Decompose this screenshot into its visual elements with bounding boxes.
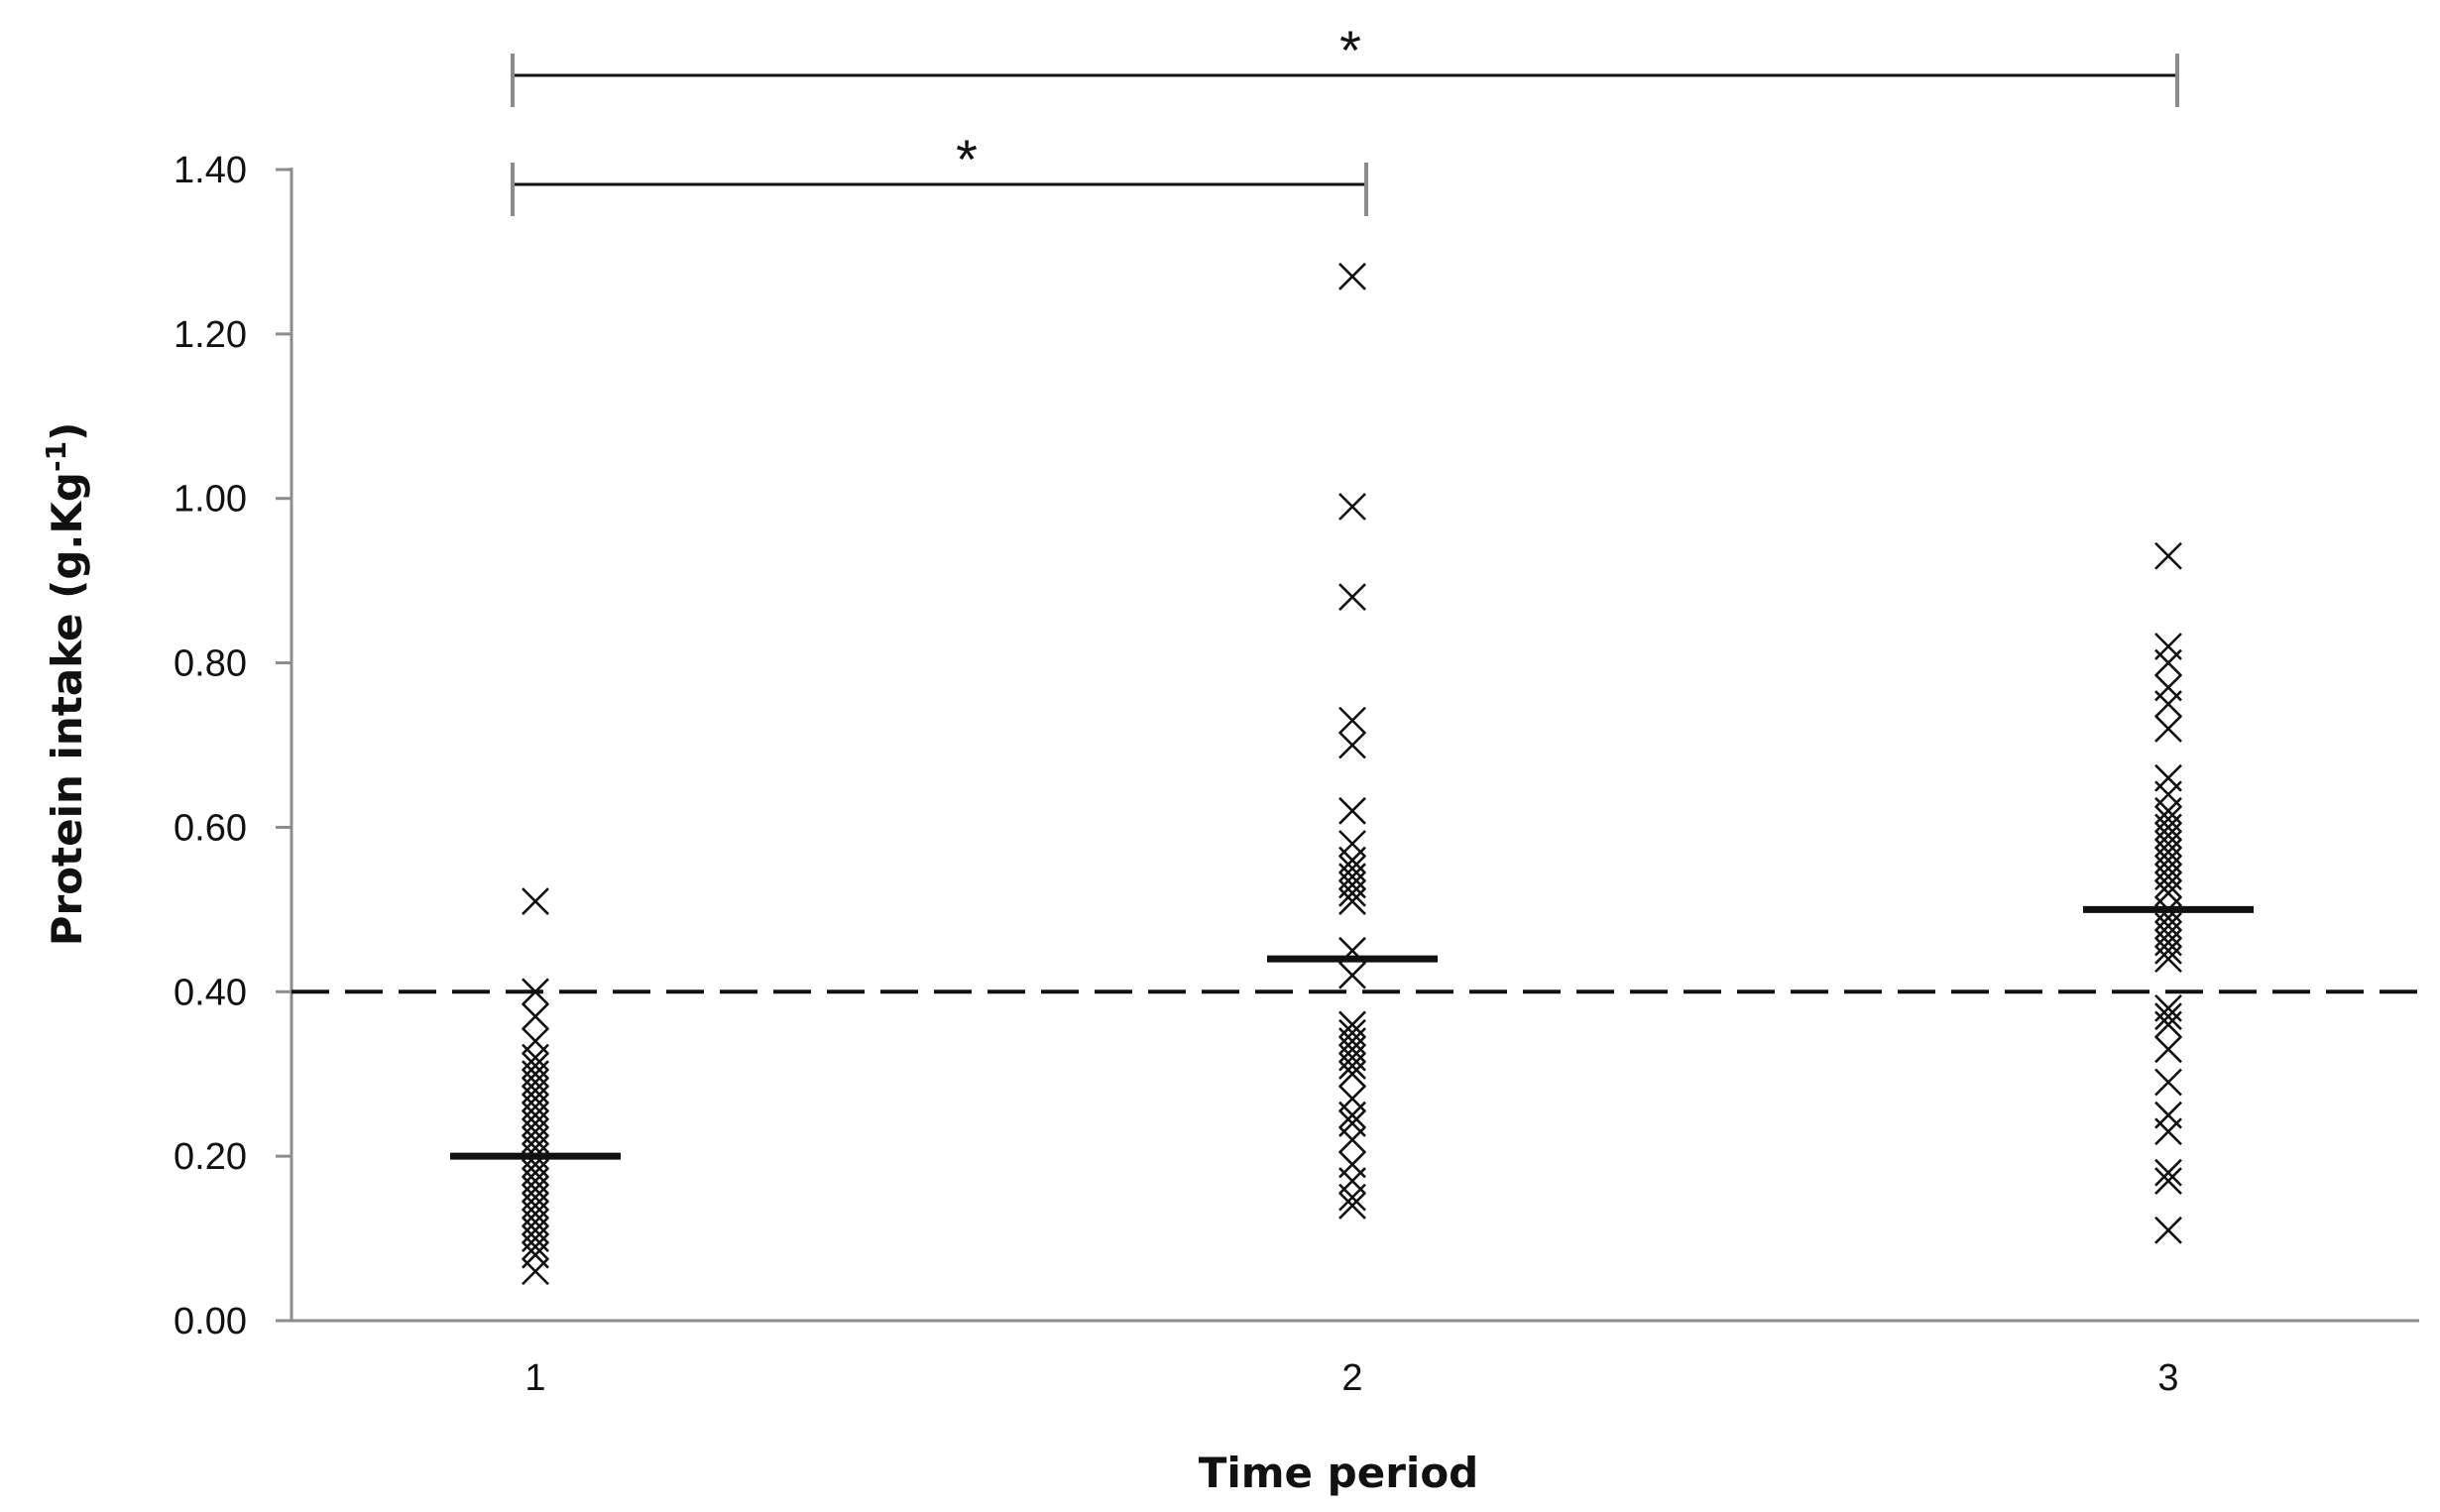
data-point-x-marker bbox=[1338, 262, 1366, 291]
y-tick-label: 0.60 bbox=[174, 807, 247, 849]
data-point-x-marker bbox=[2154, 1117, 2182, 1146]
y-axis-title-superscript: -1 bbox=[40, 441, 72, 472]
data-point-x-marker bbox=[1338, 1101, 1366, 1129]
x-axis-title: Time period bbox=[1199, 1449, 1479, 1497]
data-point-x-marker bbox=[1338, 878, 1366, 907]
data-point-x-marker bbox=[2154, 936, 2182, 965]
x-tick-label: 2 bbox=[1341, 1357, 1362, 1399]
y-axis-title-suffix: ) bbox=[43, 422, 91, 441]
plot-area: 0.00 0.20 0.40 0.60 0.80 1.00 1.20 1.40 1 2 3 * * bbox=[174, 19, 2419, 1399]
data-point-x-marker bbox=[522, 1232, 549, 1261]
data-point-x-marker bbox=[522, 1257, 549, 1286]
data-point-x-marker bbox=[2154, 1216, 2182, 1244]
y-tick-label: 1.40 bbox=[174, 150, 247, 191]
data-point-x-marker bbox=[2154, 1035, 2182, 1064]
y-tick-label: 0.80 bbox=[174, 643, 247, 685]
data-point-x-marker bbox=[2154, 1068, 2182, 1097]
x-tick-label: 1 bbox=[524, 1357, 545, 1399]
data-point-x-marker bbox=[2154, 714, 2182, 743]
data-point-x-marker bbox=[1338, 583, 1366, 612]
data-point-x-marker bbox=[522, 978, 549, 1006]
data-point-x-marker bbox=[1338, 706, 1366, 735]
data-point-x-marker bbox=[1338, 887, 1366, 915]
data-point-x-marker bbox=[1338, 731, 1366, 759]
data-point-x-marker bbox=[2154, 1010, 2182, 1039]
significance-star: * bbox=[1339, 19, 1361, 81]
significance-star: * bbox=[956, 128, 978, 190]
data-point-x-marker bbox=[1338, 493, 1366, 521]
data-point-x-marker bbox=[2154, 1158, 2182, 1187]
data-point-x-marker bbox=[2154, 1167, 2182, 1195]
y-tick-label: 0.00 bbox=[174, 1301, 247, 1342]
data-point-x-marker bbox=[2154, 648, 2182, 677]
y-tick-label: 0.40 bbox=[174, 972, 247, 1013]
y-axis-title-main: Protein intake (g.Kg bbox=[43, 472, 91, 946]
data-point-x-marker bbox=[522, 1002, 549, 1031]
data-point-x-marker bbox=[522, 887, 549, 915]
data-point-x-marker bbox=[2154, 690, 2182, 718]
y-tick-label: 1.00 bbox=[174, 479, 247, 521]
data-point-x-marker bbox=[1338, 1052, 1366, 1080]
data-point-x-marker bbox=[2154, 945, 2182, 974]
data-point-x-marker bbox=[2154, 871, 2182, 899]
y-tick-label: 0.20 bbox=[174, 1136, 247, 1178]
y-axis-title: Protein intake (g.Kg-1) bbox=[40, 422, 91, 947]
data-point-x-marker bbox=[2154, 1002, 2182, 1031]
data-point-x-marker bbox=[1338, 1060, 1366, 1089]
data-point-x-marker bbox=[2154, 541, 2182, 570]
data-point-x-marker bbox=[1338, 961, 1366, 989]
data-point-x-marker bbox=[1338, 1191, 1366, 1220]
data-point-x-marker bbox=[1338, 1125, 1366, 1154]
data-point-x-marker bbox=[1338, 1183, 1366, 1212]
x-tick-label: 3 bbox=[2157, 1357, 2178, 1399]
y-tick-label: 1.20 bbox=[174, 314, 247, 356]
data-point-x-marker bbox=[1338, 796, 1366, 825]
